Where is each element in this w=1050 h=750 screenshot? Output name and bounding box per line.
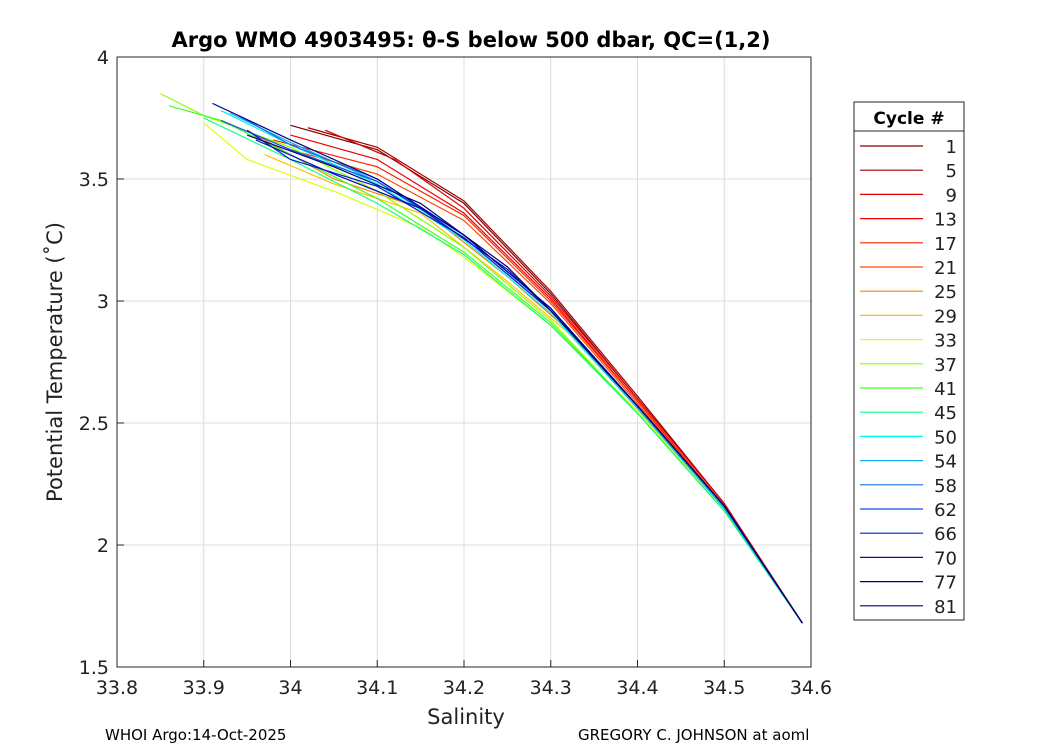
legend-title: Cycle #: [873, 109, 944, 129]
legend-label: 70: [934, 548, 957, 569]
x-tick-label: 34.2: [443, 677, 485, 699]
footer-right: GREGORY C. JOHNSON at aoml: [578, 726, 810, 744]
legend-label: 45: [934, 403, 957, 424]
series-line-cycle-58: [238, 115, 803, 624]
x-tick-label: 34: [278, 677, 302, 699]
x-tick-label: 34.4: [616, 677, 658, 699]
legend-label: 37: [934, 355, 957, 376]
y-tick-label: 2: [97, 535, 109, 557]
series-line-cycle-9: [324, 129, 803, 624]
y-tick-label: 4: [97, 47, 109, 69]
legend-label: 33: [934, 331, 957, 352]
series-line-cycle-70: [255, 139, 803, 624]
series-line-cycle-33: [203, 122, 803, 624]
footer-left: WHOI Argo:14-Oct-2025: [105, 726, 287, 744]
series-line-cycle-1: [290, 124, 803, 624]
series-line-cycle-66: [246, 129, 803, 624]
x-tick-label: 34.1: [356, 677, 398, 699]
legend-label: 62: [934, 500, 957, 521]
legend-label: 58: [934, 476, 957, 497]
legend-label: 81: [934, 597, 957, 618]
legend-label: 54: [934, 452, 957, 473]
series-line-cycle-45: [203, 117, 803, 624]
x-tick-label: 34.5: [703, 677, 745, 699]
y-axis-label: Potential Temperature (˚C): [43, 222, 67, 502]
legend: Cycle # 1 5 9 13 17 21 25 29 33 37 41 45 50 54 58 62 66 7…: [853, 101, 965, 621]
legend-label: 50: [934, 427, 957, 448]
series-line-cycle-25: [246, 129, 803, 624]
legend-label: 77: [934, 573, 957, 594]
series-line-cycle-62: [220, 119, 803, 624]
legend-label: 41: [934, 379, 957, 400]
y-tick-label: 3.5: [79, 169, 109, 191]
series-line-cycle-17: [273, 139, 803, 624]
legend-label: 1: [946, 137, 957, 158]
series-line-cycle-21: [290, 149, 803, 624]
y-tick-label: 3: [97, 291, 109, 313]
series-line-cycle-29: [264, 154, 803, 624]
series-line-cycle-37: [160, 93, 803, 624]
legend-label: 66: [934, 524, 957, 545]
x-axis-label: Salinity: [427, 705, 505, 729]
chart-title: Argo WMO 4903495: θ-S below 500 dbar, QC…: [172, 28, 771, 52]
x-tick-label: 33.9: [183, 677, 225, 699]
legend-label: 21: [934, 258, 957, 279]
y-tick-label: 2.5: [79, 413, 109, 435]
series-line-cycle-54: [229, 112, 803, 624]
series-line-cycle-81: [246, 134, 803, 624]
legend-label: 29: [934, 306, 957, 327]
y-tick-label: 1.5: [79, 657, 109, 679]
x-tick-label: 34.6: [790, 677, 832, 699]
legend-label: 25: [934, 282, 957, 303]
legend-label: 5: [946, 161, 957, 182]
y-ticks: 1.5 2 2.5 3 3.5 4: [79, 47, 124, 679]
x-tick-label: 33.8: [96, 677, 138, 699]
legend-label: 9: [946, 185, 957, 206]
x-tick-label: 34.3: [530, 677, 572, 699]
series-line-cycle-50: [220, 110, 803, 624]
legend-label: 17: [934, 234, 957, 255]
legend-label: 13: [934, 210, 957, 231]
series-lines: [160, 93, 803, 624]
x-ticks: 33.8 33.9 34 34.1 34.2 34.3 34.4 34.5 34.6: [96, 660, 832, 699]
series-line-cycle-13: [290, 134, 803, 624]
grid: [116, 56, 812, 668]
